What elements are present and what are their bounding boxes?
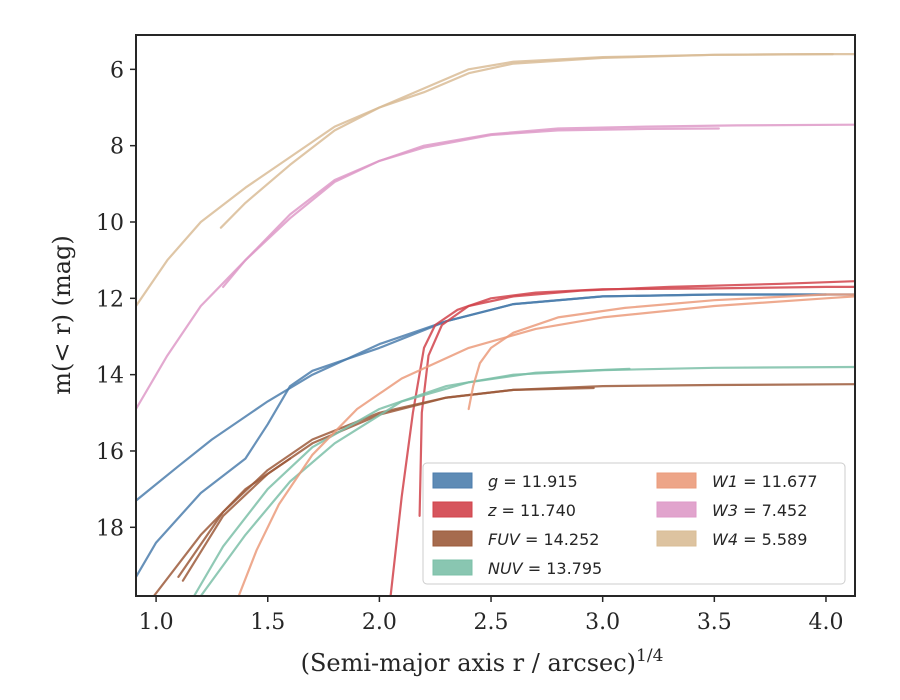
legend-label-g: g = 11.915	[488, 472, 578, 491]
legend-swatch-w3	[656, 501, 697, 518]
legend-label-w4: W4 = 5.589	[712, 530, 807, 549]
legend-label-z: z = 11.740	[487, 501, 576, 520]
legend-swatch-nuv	[432, 559, 473, 576]
series-line-w1-2	[467, 293, 855, 411]
y-tick-label: 12	[96, 287, 124, 312]
series-line-w3-2	[222, 127, 720, 288]
x-axis-label: (Semi-major axis r / arcsec)	[301, 649, 636, 677]
series-line-w1-1	[237, 295, 855, 596]
y-tick-label: 10	[96, 211, 124, 236]
x-axis-ticks: 1.0 1.5 2.0 2.5 3.0 3.5 4.0	[139, 596, 843, 635]
x-axis-title: (Semi-major axis r / arcsec)1/4	[301, 646, 664, 677]
legend-label-nuv: NUV = 13.795	[488, 559, 602, 578]
series-line-g-2	[136, 293, 855, 578]
y-tick-label: 8	[110, 135, 124, 160]
x-tick-label: 4.0	[808, 610, 843, 635]
legend: g = 11.915 z = 11.740 FUV = 14.252 NUV = 13…	[422, 462, 846, 585]
series-line-w4-2	[219, 53, 834, 229]
x-tick-label: 3.0	[585, 610, 620, 635]
y-tick-label: 18	[96, 516, 124, 541]
y-axis-ticks: 6 8 10 12 14 16 18	[96, 58, 136, 541]
legend-label-w1: W1 = 11.677	[712, 472, 818, 491]
legend-label-fuv: FUV = 14.252	[488, 530, 599, 549]
x-tick-label: 2.5	[474, 610, 509, 635]
legend-swatch-fuv	[432, 530, 473, 547]
legend-swatch-w4	[656, 530, 697, 547]
series-line-nuv-2	[199, 367, 631, 596]
series-curves	[136, 53, 855, 596]
x-tick-label: 3.5	[697, 610, 732, 635]
legend-box	[422, 462, 846, 585]
y-tick-label: 6	[110, 58, 124, 83]
x-axis-label-power: 1/4	[636, 646, 663, 666]
legend-label-w3: W3 = 7.452	[712, 501, 807, 520]
series-line-fuv-2	[181, 383, 855, 582]
x-tick-label: 2.0	[362, 610, 397, 635]
series-line-fuv-3	[152, 457, 292, 596]
legend-swatch-z	[432, 501, 473, 518]
y-tick-label: 16	[96, 440, 124, 465]
y-tick-label: 14	[96, 364, 124, 389]
y-axis-title: m(< r) (mag)	[48, 235, 76, 394]
plot-frame	[135, 34, 856, 597]
series-line-z-2	[418, 280, 855, 517]
legend-swatch-g	[432, 472, 473, 489]
x-tick-label: 1.5	[250, 610, 285, 635]
x-tick-label: 1.0	[139, 610, 174, 635]
legend-swatch-w1	[656, 472, 697, 489]
